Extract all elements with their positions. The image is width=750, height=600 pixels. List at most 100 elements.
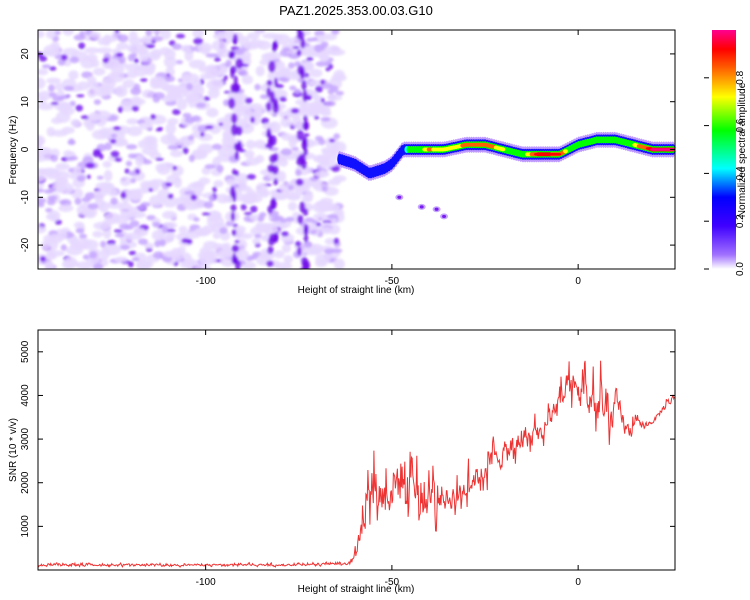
x-tick-label: -100 xyxy=(196,276,216,287)
noise-blob xyxy=(106,239,116,246)
noise-streak xyxy=(297,246,302,256)
noise-blob xyxy=(332,175,347,183)
noise-blob xyxy=(73,221,85,229)
noise-blob xyxy=(165,182,173,187)
noise-blob xyxy=(183,190,195,195)
noise-blob xyxy=(223,99,230,107)
noise-blob xyxy=(243,212,253,216)
noise-blob xyxy=(315,61,327,67)
noise-blob xyxy=(279,157,289,167)
noise-blob xyxy=(187,135,194,141)
noise-blob xyxy=(191,115,201,122)
noise-blob xyxy=(149,195,164,207)
noise-blob xyxy=(261,52,276,62)
noise-blob xyxy=(301,194,312,203)
noise-blob xyxy=(246,32,260,40)
noise-blob xyxy=(309,68,323,78)
noise-streak xyxy=(235,58,244,69)
noise-blob xyxy=(110,138,117,144)
noise-blob xyxy=(130,190,143,201)
noise-blob xyxy=(335,90,344,96)
noise-blob xyxy=(281,243,291,253)
noise-blob xyxy=(79,233,87,240)
snr-panel: -100 -50 0 1000 2000 3000 4000 5000 Height of s… xyxy=(8,329,676,595)
noise-blob xyxy=(219,227,228,235)
noise-blob xyxy=(315,85,323,93)
noise-blob xyxy=(70,119,81,127)
noise-blob xyxy=(255,182,268,194)
noise-blob xyxy=(110,150,120,158)
noise-blob xyxy=(93,190,105,202)
ridge-scatter-core xyxy=(419,205,424,209)
noise-blob xyxy=(322,148,339,156)
noise-blob xyxy=(46,77,61,85)
x-tick-label: -50 xyxy=(385,577,400,588)
noise-blob xyxy=(123,225,134,230)
noise-blob xyxy=(106,201,123,209)
noise-blob xyxy=(199,253,215,266)
noise-blob xyxy=(311,102,326,113)
noise-streak xyxy=(232,168,237,176)
noise-blob xyxy=(237,185,252,192)
noise-blob xyxy=(252,238,261,245)
noise-blob xyxy=(140,78,148,82)
noise-blob xyxy=(238,70,249,77)
noise-blob xyxy=(233,225,246,234)
noise-blob xyxy=(283,254,293,264)
noise-blob xyxy=(59,199,68,205)
noise-blob xyxy=(174,197,186,205)
noise-blob xyxy=(239,194,256,204)
noise-blob xyxy=(57,101,72,113)
noise-blob xyxy=(75,104,83,112)
noise-blob xyxy=(114,256,128,263)
noise-blob xyxy=(138,51,150,62)
noise-blob xyxy=(96,47,113,54)
noise-blob xyxy=(211,40,227,52)
noise-blob xyxy=(254,83,261,91)
noise-blob xyxy=(102,160,112,168)
noise-blob xyxy=(211,143,222,150)
noise-blob xyxy=(320,33,338,41)
noise-blob xyxy=(93,85,111,97)
noise-blob xyxy=(86,121,95,131)
noise-blob xyxy=(114,157,123,162)
noise-blob xyxy=(255,65,265,77)
noise-blob xyxy=(47,198,56,206)
noise-blob xyxy=(307,243,324,255)
y-tick-label: 1000 xyxy=(20,515,31,538)
noise-blob xyxy=(64,260,80,268)
noise-blob xyxy=(245,97,253,104)
noise-blob xyxy=(333,237,340,244)
noise-blob xyxy=(213,180,224,188)
noise-blob xyxy=(213,64,228,75)
noise-blob xyxy=(135,155,144,167)
noise-streak xyxy=(297,214,304,224)
noise-blob xyxy=(114,30,120,34)
noise-blob xyxy=(87,76,97,84)
noise-blob xyxy=(233,48,245,55)
noise-blob xyxy=(84,47,100,54)
noise-blob xyxy=(159,162,174,171)
noise-blob xyxy=(122,79,135,89)
noise-blob xyxy=(313,95,324,102)
noise-blob xyxy=(268,121,281,133)
noise-blob xyxy=(172,43,182,50)
noise-blob xyxy=(321,186,328,192)
noise-blob xyxy=(48,187,56,193)
noise-blob xyxy=(93,99,101,105)
noise-blob xyxy=(39,255,47,262)
noise-blob xyxy=(38,197,47,204)
noise-blob xyxy=(289,85,297,91)
noise-blob xyxy=(112,126,122,131)
noise-blob xyxy=(87,203,99,210)
noise-blob xyxy=(52,95,64,102)
noise-streak xyxy=(266,79,273,86)
noise-blob xyxy=(128,170,137,176)
noise-blob xyxy=(241,74,253,85)
noise-blob xyxy=(55,182,74,194)
colorbar: 0.0 0.2 0.4 0.6 0.8 Normalized spectral ampl… xyxy=(704,30,748,276)
noise-blob xyxy=(110,133,118,138)
noise-blob xyxy=(99,201,110,213)
noise-blob xyxy=(126,118,139,125)
